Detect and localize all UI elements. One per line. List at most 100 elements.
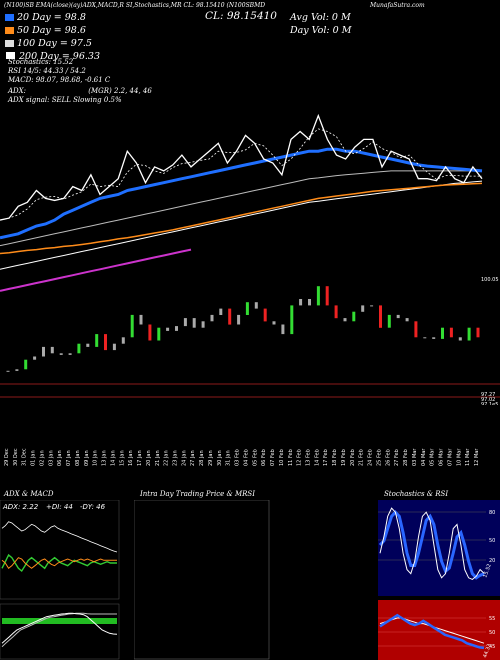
candle-4 (42, 346, 45, 357)
rsi-tick-2: 45 (489, 644, 495, 650)
rsi-text: RSI 14/5: 44.33 / 54.2 (8, 67, 86, 75)
adx-value-text: ADX: 2.22 (2, 503, 39, 511)
price-label-mid: 97.27 (481, 392, 495, 398)
date-tick-20: 24 Jan (181, 450, 187, 466)
legend: 20 Day = 98.8 50 Day = 98.6 100 Day = 97… (5, 12, 100, 62)
ticker-info: (N100)SB EMA(close)(ay)ADX,MACD,R SI,Sto… (4, 2, 266, 9)
candle-31 (281, 324, 285, 335)
candle-7 (68, 353, 72, 355)
close-label: CL: 98.15410 (205, 10, 277, 22)
candle-23 (210, 314, 214, 322)
candle-24 (219, 308, 223, 315)
date-tick-37: 18 Feb (332, 449, 338, 466)
candle-14 (130, 314, 134, 338)
macd-text: MACD: 98.07, 98.68, -0.61 C (8, 76, 111, 84)
candle-0 (6, 370, 10, 372)
candle-12 (112, 343, 116, 351)
date-tick-26: 03 Feb (235, 449, 241, 466)
legend-item-ema50: 50 Day = 98.6 (5, 25, 100, 36)
date-tick-28: 05 Feb (252, 449, 258, 466)
legend-item-ema100: 100 Day = 97.5 (5, 38, 100, 49)
adx-panel-title: ADX & MACD (4, 490, 54, 498)
macd-hist-bar (2, 618, 117, 624)
intraday-panel (134, 500, 270, 660)
price-label-top: 100.05 (481, 277, 499, 283)
macd-signal-line (1, 612, 117, 648)
date-tick-29: 06 Feb (261, 449, 267, 466)
candle-18 (166, 327, 170, 331)
candle-3 (33, 356, 37, 360)
ema200-line (0, 180, 483, 270)
mgr-text: (MGR) 2.2, 44, 46 (88, 87, 152, 95)
date-tick-39: 20 Feb (350, 449, 356, 466)
date-tick-4: 02 Jan (40, 450, 46, 466)
candle-15 (139, 314, 143, 325)
ema50-line (0, 182, 483, 255)
candle-2 (24, 359, 28, 370)
date-tick-10: 10 Jan (93, 450, 99, 466)
date-tick-48: 05 Mar (430, 448, 436, 466)
candle-43 (387, 314, 391, 328)
candle-46 (414, 321, 418, 338)
avg-vol-label: Avg Vol: 0 M (290, 12, 351, 23)
minus-di-text: -DY: 46 (80, 503, 106, 511)
date-tick-36: 17 Feb (323, 449, 329, 466)
date-tick-24: 30 Jan (217, 450, 223, 466)
date-tick-27: 04 Feb (243, 449, 249, 466)
adx-signal-text: ADX signal: SELL Slowing 0.5% (8, 96, 122, 104)
candle-42 (379, 305, 382, 328)
date-tick-44: 27 Feb (394, 449, 400, 466)
ema100-line (0, 170, 482, 247)
candle-28 (254, 302, 258, 309)
source-label: MunafaSutra.com (370, 2, 425, 9)
rsi-tick-0: 55 (489, 616, 495, 622)
date-tick-2: 31 Dec (22, 448, 28, 466)
adx-text: ADX: (8, 87, 27, 95)
macd-line (1, 612, 118, 644)
close-avg-line (0, 128, 482, 221)
date-tick-35: 14 Feb (314, 449, 320, 466)
legend-item-ema20: 20 Day = 98.8 (5, 12, 100, 23)
date-tick-23: 29 Jan (208, 450, 214, 466)
stoch-tick-0: 80 (489, 510, 495, 516)
candle-49 (441, 327, 444, 339)
candle-48 (432, 337, 436, 339)
candle-20 (183, 318, 187, 327)
candle-32 (290, 305, 294, 335)
date-tick-18: 22 Jan (164, 450, 170, 466)
date-tick-0: 29 Dec (4, 448, 10, 466)
candle-21 (192, 318, 196, 328)
date-tick-22: 28 Jan (199, 450, 205, 466)
rsi-line (379, 613, 485, 650)
day-vol-label: Day Vol: 0 M (290, 25, 352, 36)
adx-line: ADX: (MGR) 2.2, 44, 46 (8, 87, 152, 96)
candle-52 (467, 327, 471, 341)
date-tick-13: 15 Jan (119, 450, 125, 466)
date-tick-16: 20 Jan (146, 450, 152, 466)
date-tick-38: 19 Feb (341, 449, 347, 466)
stoch-tick-2: 20 (489, 558, 495, 564)
date-tick-25: 31 Jan (226, 450, 232, 466)
date-tick-14: 16 Jan (128, 450, 134, 466)
candle-5 (50, 346, 54, 354)
close-line (0, 113, 483, 221)
date-tick-50: 07 Mar (447, 448, 453, 466)
candle-35 (316, 286, 320, 306)
legend-item-ema200: 200 Day = 96.33 (5, 51, 100, 62)
stoch-k-line (379, 507, 485, 580)
candle-34 (308, 299, 311, 306)
plus-di-text: +DI: 44 (46, 503, 73, 511)
candle-22 (201, 321, 205, 328)
candle-47 (423, 337, 427, 339)
stochastics-text: Stochastics: 15.52 (8, 58, 74, 66)
date-tick-53: 12 Mar (474, 448, 480, 466)
intraday-panel-title: Intra Day Trading Price & MRSI (140, 490, 255, 498)
plus-di-line (1, 553, 117, 573)
candle-1 (15, 369, 19, 371)
candle-9 (86, 343, 90, 347)
lower-band-line (0, 248, 192, 292)
indicator-summary: Stochastics: 15.52 RSI 14/5: 44.33 / 54.… (8, 58, 152, 105)
date-tick-19: 23 Jan (173, 450, 179, 466)
intraday-box (134, 500, 270, 660)
